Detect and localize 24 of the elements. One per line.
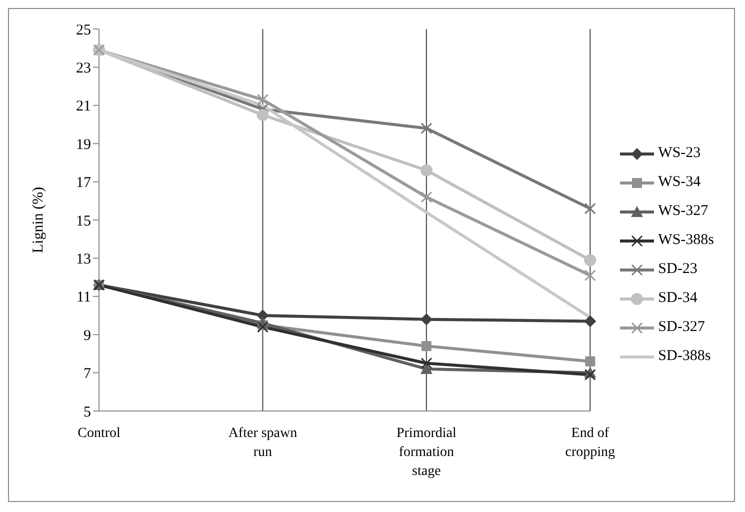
y-tick-label: 11 xyxy=(76,290,91,306)
legend-label: WS-388s xyxy=(658,232,714,249)
legend-label: SD-327 xyxy=(658,319,705,336)
x-tick-label: Control xyxy=(78,426,120,441)
x-tick-label: After spawn run xyxy=(228,426,298,460)
y-tick-label: 13 xyxy=(76,252,91,268)
y-tick-label: 19 xyxy=(76,136,91,153)
y-tick-label: 7 xyxy=(84,366,92,382)
y-tick-label: 17 xyxy=(76,175,92,192)
x-tick-label: End of cropping xyxy=(565,426,616,460)
x-tick-label: Primordial formation stage xyxy=(396,426,456,479)
legend-label: WS-23 xyxy=(658,145,701,162)
y-axis-title: Lignin (%) xyxy=(30,186,46,254)
legend-label: WS-327 xyxy=(658,203,708,220)
y-tick-label: 5 xyxy=(84,404,91,420)
y-tick-label: 9 xyxy=(84,328,91,344)
y-tick-label: 23 xyxy=(76,60,91,77)
legend-label: WS-34 xyxy=(658,174,701,191)
y-tick-label: 25 xyxy=(76,22,91,38)
y-tick-label: 15 xyxy=(76,213,91,230)
legend-label: SD-23 xyxy=(658,261,698,278)
legend-label: SD-34 xyxy=(658,290,698,307)
legend-label: SD-388s xyxy=(658,348,711,365)
y-tick-label: 21 xyxy=(76,98,91,115)
